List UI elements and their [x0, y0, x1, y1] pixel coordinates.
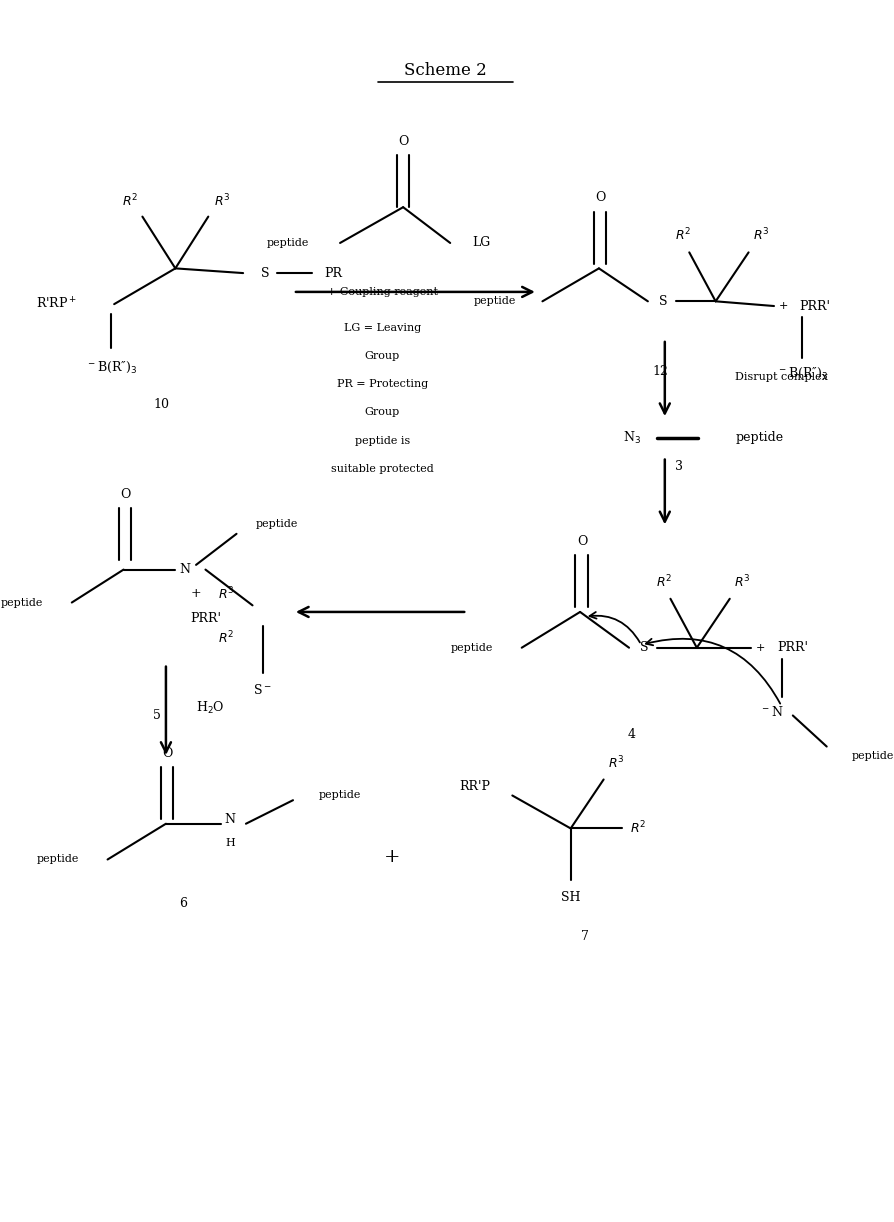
Text: Disrupt complex: Disrupt complex: [735, 371, 827, 381]
Text: 10: 10: [153, 398, 169, 412]
Text: Group: Group: [365, 407, 400, 418]
Text: peptide: peptide: [255, 519, 298, 529]
Text: $^-$B(R″)$_3$: $^-$B(R″)$_3$: [776, 367, 827, 381]
Text: PR = Protecting: PR = Protecting: [336, 379, 427, 389]
Text: S: S: [658, 295, 666, 308]
Text: $^-$B(R″)$_3$: $^-$B(R″)$_3$: [86, 359, 137, 375]
Text: PR: PR: [325, 266, 342, 280]
Text: Group: Group: [365, 351, 400, 360]
Text: Scheme 2: Scheme 2: [404, 62, 486, 79]
Text: 12: 12: [652, 365, 667, 379]
Text: 4: 4: [628, 728, 635, 741]
Text: R'RP$^+$: R'RP$^+$: [36, 297, 76, 312]
Text: +: +: [755, 643, 764, 653]
Text: H$_2$O: H$_2$O: [196, 700, 224, 716]
Text: $R^2$: $R^2$: [122, 192, 138, 209]
Text: N$_3$: N$_3$: [622, 430, 640, 446]
Text: +: +: [190, 587, 201, 600]
Text: $^-$N: $^-$N: [759, 705, 783, 719]
Text: O: O: [398, 134, 408, 148]
Text: $R^3$: $R^3$: [607, 754, 623, 771]
Text: RR'P: RR'P: [460, 780, 490, 793]
Text: H: H: [224, 837, 234, 848]
Text: S: S: [639, 642, 647, 654]
Text: $R^3$: $R^3$: [214, 192, 231, 209]
Text: PRR': PRR': [777, 642, 807, 654]
Text: peptide: peptide: [266, 238, 308, 248]
Text: N: N: [179, 563, 190, 576]
Text: peptide is: peptide is: [354, 435, 409, 446]
Text: $R^2$: $R^2$: [655, 573, 671, 590]
Text: $R^2$: $R^2$: [674, 227, 690, 243]
Text: LG: LG: [471, 237, 490, 249]
Text: 6: 6: [179, 897, 187, 910]
Text: O: O: [120, 488, 131, 501]
Text: $R^2$: $R^2$: [218, 631, 234, 646]
Text: 5: 5: [152, 709, 160, 722]
Text: 7: 7: [580, 930, 588, 943]
Text: + Coupling reagent: + Coupling reagent: [326, 287, 437, 297]
Text: $R^2$: $R^2$: [629, 820, 645, 837]
Text: peptide: peptide: [851, 752, 893, 761]
Text: peptide: peptide: [735, 431, 782, 445]
Text: O: O: [576, 535, 586, 547]
Text: S: S: [260, 266, 269, 280]
Text: peptide: peptide: [451, 643, 493, 653]
Text: $R^3$: $R^3$: [752, 227, 768, 243]
Text: peptide: peptide: [37, 854, 80, 864]
Text: peptide: peptide: [318, 791, 360, 800]
Text: S$^-$: S$^-$: [253, 683, 272, 697]
Text: O: O: [163, 747, 173, 760]
Text: PRR': PRR': [190, 612, 221, 624]
Text: LG = Leaving: LG = Leaving: [343, 323, 420, 332]
Text: +: +: [384, 848, 400, 865]
Text: 3: 3: [674, 459, 682, 473]
Text: +: +: [778, 301, 788, 312]
Text: SH: SH: [561, 891, 580, 903]
Text: N: N: [224, 813, 235, 826]
Text: peptide: peptide: [473, 296, 516, 307]
Text: peptide: peptide: [1, 598, 44, 607]
Text: $R^3$: $R^3$: [733, 573, 749, 590]
Text: PRR': PRR': [798, 299, 829, 313]
Text: O: O: [595, 192, 605, 204]
Text: $R^3$: $R^3$: [218, 585, 234, 602]
Text: suitable protected: suitable protected: [331, 464, 434, 474]
